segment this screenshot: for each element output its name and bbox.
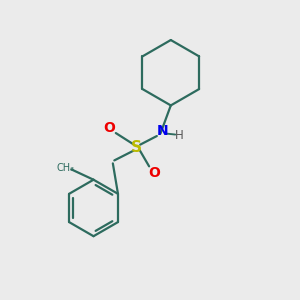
Text: S: S	[131, 140, 142, 154]
Text: H: H	[175, 129, 183, 142]
Text: N: N	[157, 124, 169, 138]
Text: O: O	[148, 166, 160, 180]
Text: O: O	[103, 121, 115, 135]
Text: CH₃: CH₃	[56, 163, 74, 173]
